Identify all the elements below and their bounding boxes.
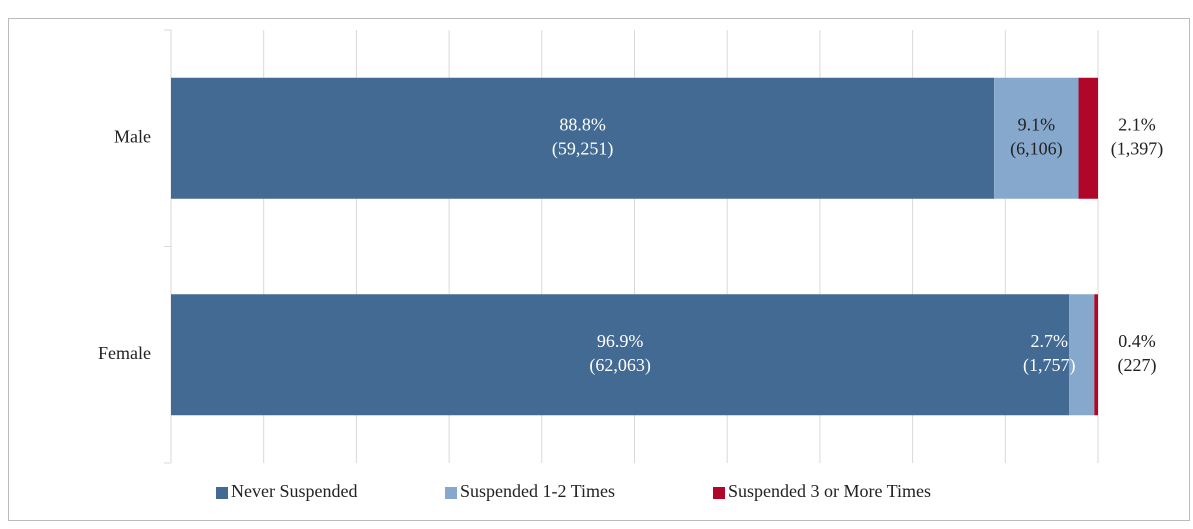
- legend-swatch: [216, 487, 228, 499]
- bar-segment: [171, 294, 1070, 416]
- value-label: 88.8%: [559, 114, 606, 134]
- y-tick-label: Male: [114, 126, 151, 146]
- legend-swatch: [445, 487, 457, 499]
- count-label: (1,397): [1111, 138, 1164, 159]
- value-label: 2.1%: [1118, 114, 1156, 134]
- value-label: 9.1%: [1018, 114, 1056, 134]
- y-tick-label: Female: [98, 343, 151, 363]
- bar-segment: [1078, 77, 1098, 199]
- value-label: 96.9%: [597, 331, 644, 351]
- legend-swatch: [713, 487, 725, 499]
- count-label: (62,063): [589, 355, 651, 376]
- count-label: (59,251): [552, 138, 614, 159]
- count-label: (1,757): [1023, 355, 1076, 376]
- value-label: 0.4%: [1118, 331, 1156, 351]
- count-label: (227): [1118, 355, 1157, 376]
- bar-segment: [994, 77, 1079, 199]
- legend-label: Suspended 3 or More Times: [728, 481, 931, 501]
- value-label: 2.7%: [1031, 331, 1069, 351]
- legend-label: Suspended 1-2 Times: [460, 481, 615, 501]
- legend-label: Never Suspended: [231, 481, 357, 501]
- bar-segment: [1069, 294, 1095, 416]
- bar-segment: [171, 77, 995, 199]
- count-label: (6,106): [1010, 138, 1063, 159]
- bar-segment: [1094, 294, 1098, 416]
